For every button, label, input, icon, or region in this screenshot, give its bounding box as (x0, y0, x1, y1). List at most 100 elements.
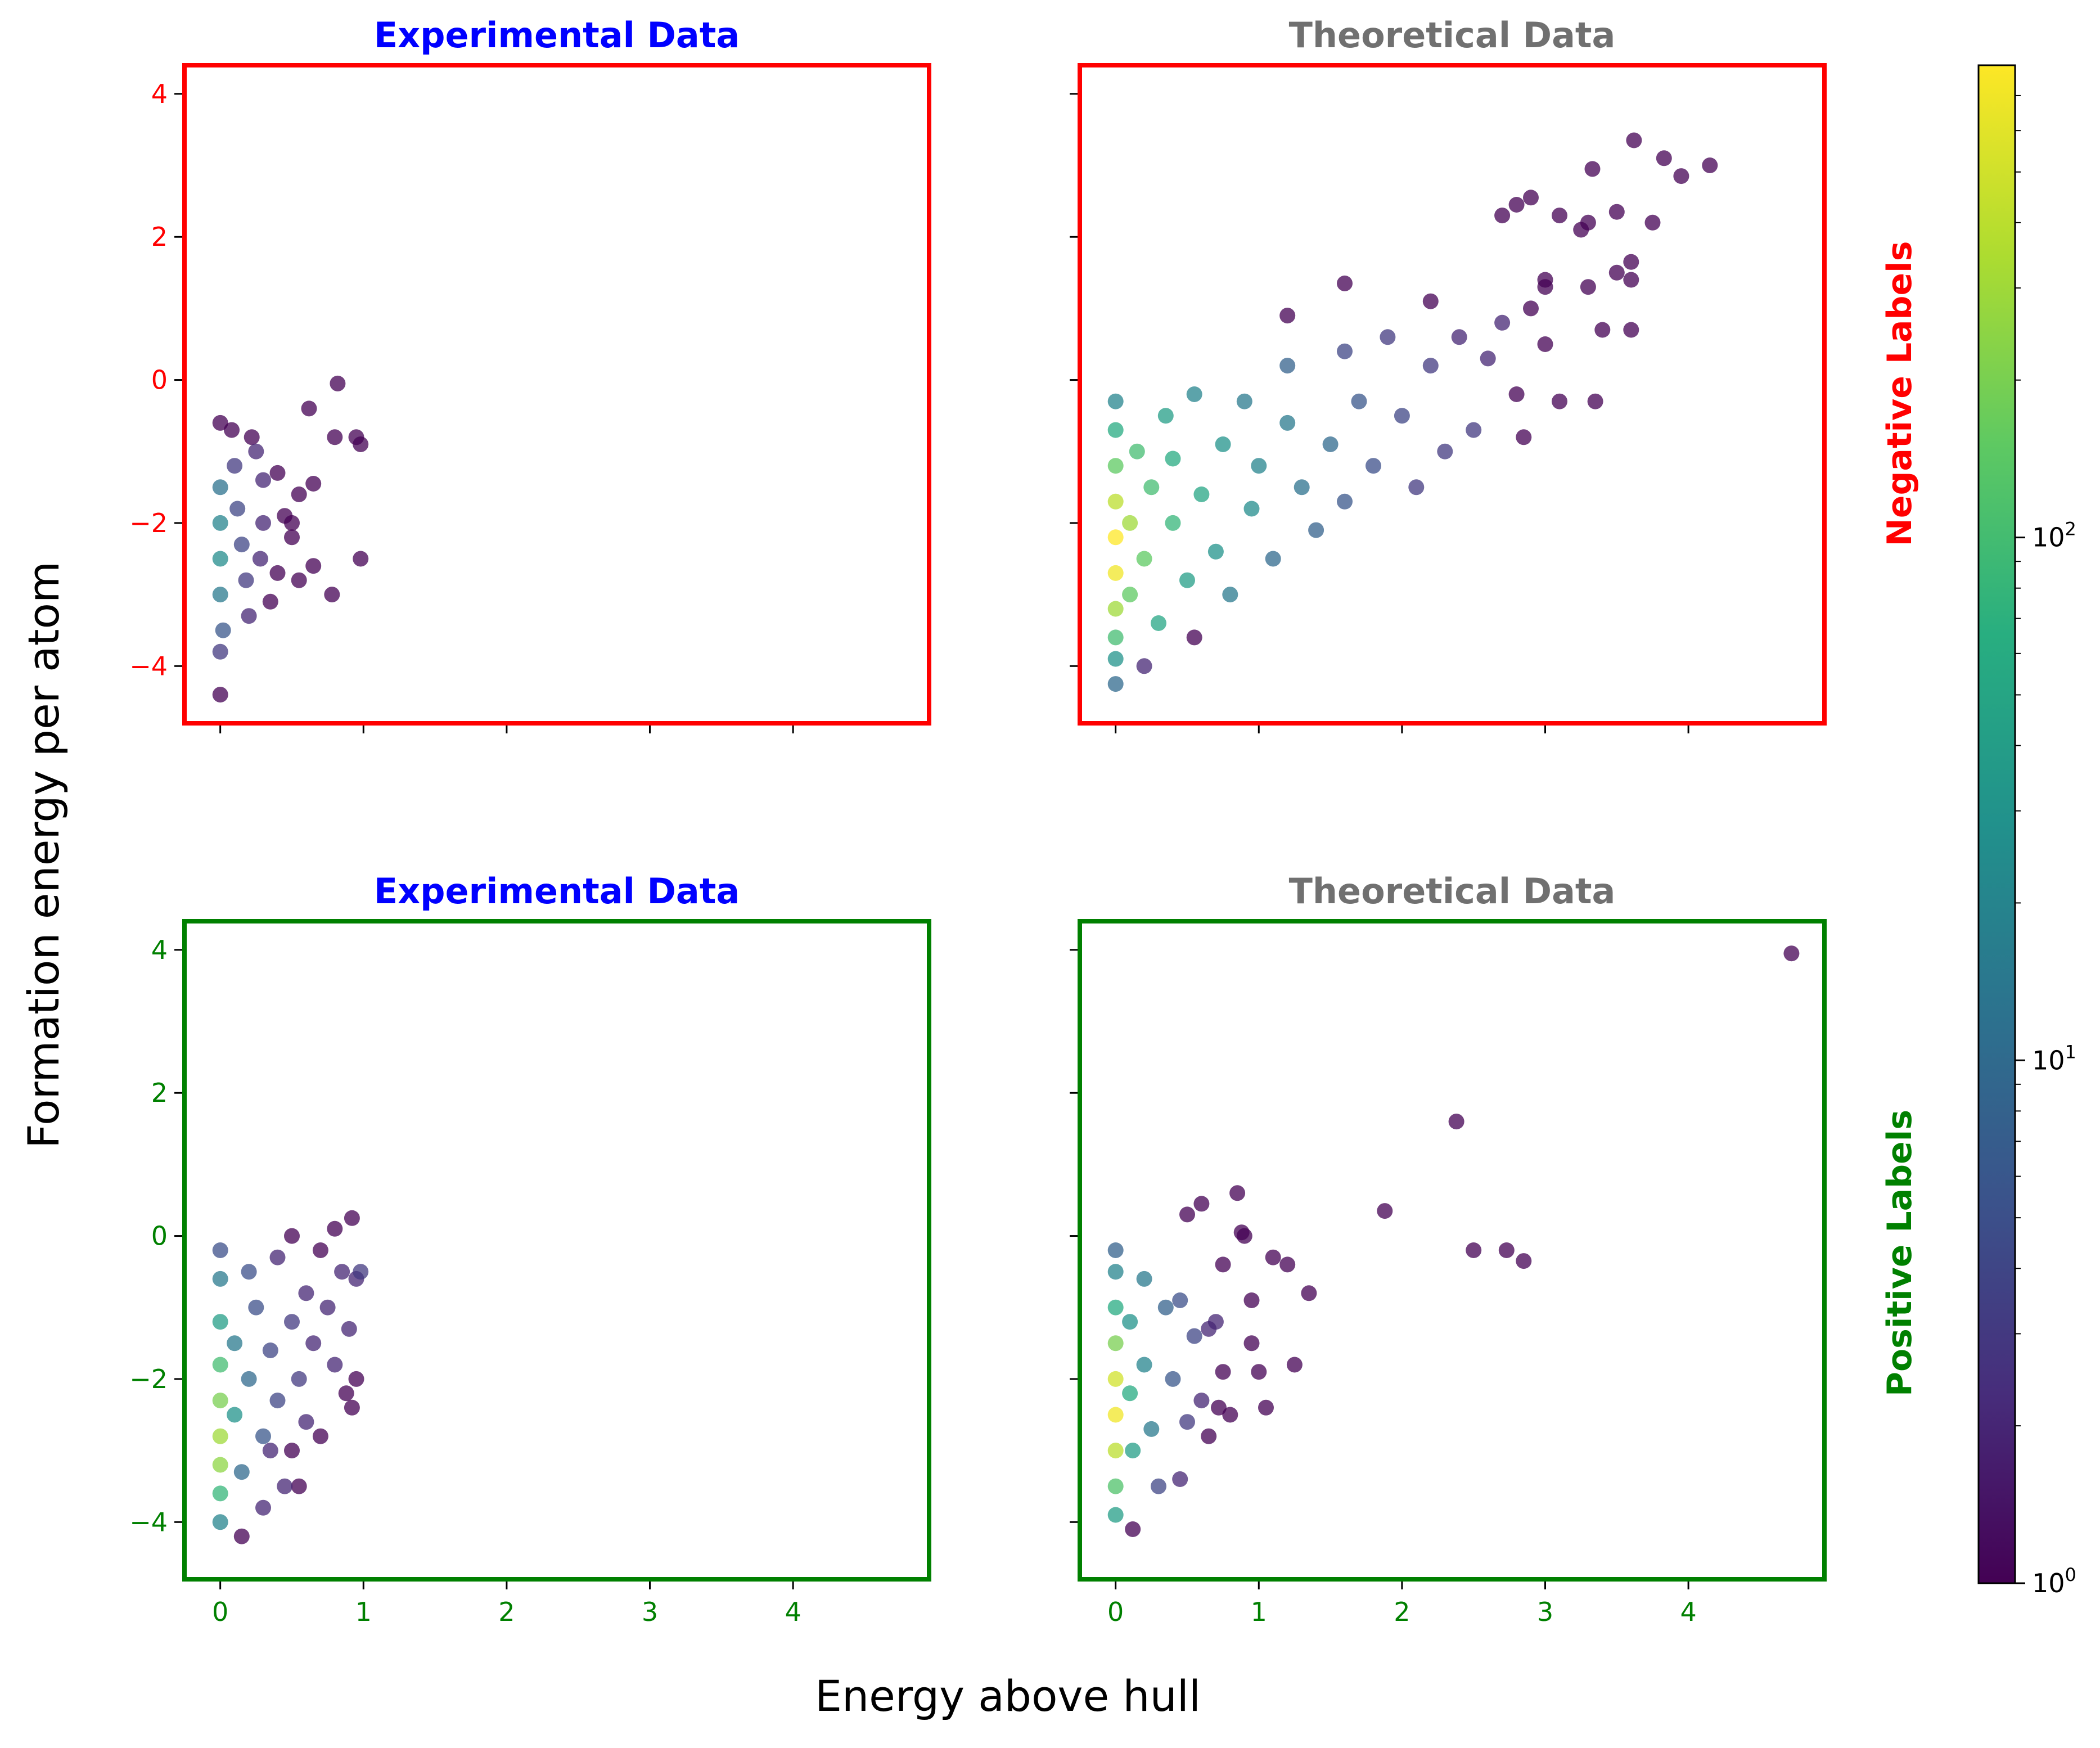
data-point (1623, 272, 1639, 288)
data-point (1143, 479, 1160, 495)
data-point (212, 1271, 228, 1287)
y-tick-label: 0 (151, 365, 168, 395)
data-point (1437, 443, 1453, 459)
data-point (1165, 1371, 1181, 1387)
data-point (1537, 336, 1553, 352)
y-tick-label: 0 (151, 1221, 168, 1251)
x-axis-label: Energy above hull (815, 1671, 1201, 1721)
data-point (1451, 329, 1467, 345)
data-point (1580, 214, 1596, 231)
data-point (1107, 422, 1124, 438)
data-point (1584, 161, 1601, 177)
data-point (1215, 1256, 1231, 1273)
data-point (1243, 501, 1260, 517)
panel-title: Experimental Data (374, 15, 740, 56)
colorbar-tick-label: 101 (2032, 1041, 2076, 1075)
data-point (1251, 1364, 1267, 1380)
data-point (1136, 551, 1152, 567)
data-point (305, 558, 322, 574)
data-point (241, 1264, 257, 1280)
data-point (1107, 651, 1124, 667)
data-point (1193, 1196, 1210, 1212)
data-point (262, 1342, 278, 1358)
data-point (212, 551, 228, 567)
data-point (1608, 204, 1625, 220)
data-point (1143, 1421, 1160, 1437)
data-point (1466, 422, 1482, 438)
data-point (284, 1443, 300, 1459)
data-point (1337, 493, 1353, 510)
data-point (1322, 436, 1339, 452)
x-tick-label: 4 (785, 1597, 801, 1627)
data-point (284, 529, 300, 546)
data-point (1107, 676, 1124, 692)
data-point (298, 1414, 314, 1430)
data-point (1107, 1299, 1124, 1315)
data-point (1351, 393, 1367, 409)
data-point (1394, 408, 1410, 424)
data-point (1201, 1428, 1217, 1444)
panel-frame (182, 63, 931, 726)
scatter-panel: 0 1 2 3 4 −4 −2 0 2 4 Experimental Data (129, 871, 931, 1627)
data-point (1523, 300, 1539, 317)
data-point (1215, 1364, 1231, 1380)
panel-frame (182, 919, 931, 1582)
data-point (1516, 1253, 1532, 1269)
data-point (1466, 1242, 1482, 1258)
scatter-panel: Theoretical Data (1070, 15, 1827, 733)
data-point (1656, 150, 1672, 166)
y-tick-label: −2 (129, 1364, 168, 1394)
data-point (1107, 1507, 1124, 1523)
data-point (1165, 450, 1181, 467)
data-point (305, 476, 322, 492)
data-point (233, 1464, 250, 1480)
colorbar-tick-label: 100 (2032, 1564, 2076, 1598)
data-point (344, 1210, 360, 1226)
data-point (1587, 393, 1603, 409)
data-point (215, 622, 231, 638)
data-point (1107, 565, 1124, 581)
data-point (212, 479, 228, 495)
data-point (1186, 629, 1202, 646)
data-point (212, 687, 228, 703)
x-tick-label: 2 (1394, 1597, 1410, 1627)
data-point (1222, 1407, 1238, 1423)
data-point (212, 1485, 228, 1502)
data-point (1623, 322, 1639, 338)
data-point (1122, 1314, 1138, 1330)
panel-frame (1078, 919, 1827, 1582)
data-point (1151, 1478, 1166, 1494)
data-point (1179, 572, 1195, 588)
data-point (1523, 190, 1539, 206)
data-point (348, 1371, 364, 1387)
data-point (1552, 208, 1567, 224)
data-point (241, 608, 257, 624)
data-point (1215, 436, 1231, 452)
data-point (1107, 529, 1124, 546)
data-point (1594, 322, 1611, 338)
y-tick-label: 2 (151, 222, 168, 252)
data-point (262, 1443, 278, 1459)
data-point (1265, 551, 1281, 567)
data-point (1508, 386, 1525, 402)
data-point (1165, 515, 1181, 531)
data-point (344, 1399, 360, 1416)
data-point (1279, 415, 1296, 431)
data-point (291, 1478, 307, 1494)
data-point (1608, 264, 1625, 281)
data-point (1122, 1385, 1138, 1402)
row-label-negative: Negative Labels (1880, 241, 1919, 547)
data-point (269, 465, 286, 481)
data-point (312, 1242, 328, 1258)
data-point (269, 565, 286, 581)
data-point (284, 1228, 300, 1244)
data-point (1193, 1393, 1210, 1409)
data-point (1626, 132, 1642, 148)
data-point (1422, 293, 1439, 309)
data-point (1258, 1399, 1274, 1416)
data-point (1308, 522, 1324, 538)
data-point (1644, 214, 1661, 231)
data-point (227, 1335, 243, 1351)
data-point (1107, 1478, 1124, 1494)
y-tick-label: 4 (151, 79, 168, 109)
